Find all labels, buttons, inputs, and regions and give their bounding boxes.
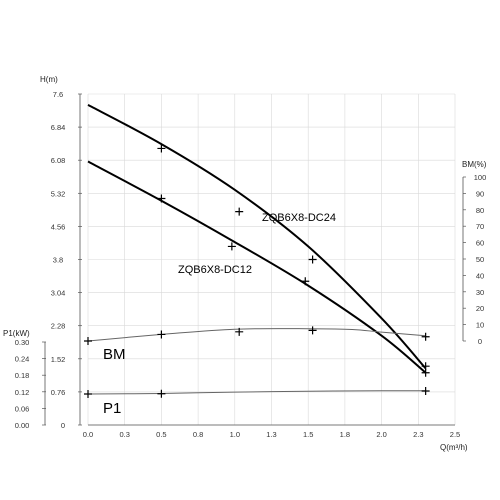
series-line-zqb6x8-dc24	[87, 104, 427, 370]
data-point-p1	[157, 389, 166, 398]
bm-tick-label: 90	[476, 189, 484, 198]
data-point-p1	[421, 386, 430, 395]
h-tick-label: 4.56	[51, 222, 66, 231]
p1-tick-label: 0.24	[15, 355, 30, 364]
series-label-dc24: ZQB6X8-DC24	[262, 212, 336, 224]
data-point-bm	[308, 326, 317, 335]
series-label-dc12: ZQB6X8-DC12	[178, 264, 252, 276]
bm-tick-label: 30	[476, 288, 484, 297]
bm-tick-label: 50	[476, 255, 484, 264]
h-tick-label: 3.8	[53, 256, 63, 265]
chart-axes	[42, 93, 466, 426]
series-label-bm: BM	[103, 346, 126, 363]
h-tick-label: 3.04	[51, 289, 66, 298]
h-tick-label: 0.76	[51, 388, 66, 397]
x-tick-label: 0.0	[83, 430, 93, 439]
x-tick-label: 1.0	[230, 430, 240, 439]
p1-tick-label: 0.30	[15, 338, 30, 347]
bm-axis-label: BM(%)	[462, 160, 487, 169]
data-point-zqb6x8-dc12	[421, 368, 430, 377]
h-tick-label: 6.84	[51, 123, 66, 132]
h-tick-label: 0	[61, 421, 65, 430]
x-tick-label: 0.3	[119, 430, 129, 439]
data-point-bm	[421, 332, 430, 341]
x-tick-label: 2.5	[450, 430, 460, 439]
bm-tick-label: 80	[476, 206, 484, 215]
chart-markers	[84, 144, 430, 399]
p1-tick-label: 0.12	[15, 388, 30, 397]
data-point-zqb6x8-dc12	[301, 277, 310, 286]
x-tick-label: 1.5	[303, 430, 313, 439]
x-tick-label: 1.3	[266, 430, 276, 439]
series-line-zqb6x8-dc12	[87, 160, 427, 374]
x-tick-label: 0.5	[156, 430, 166, 439]
x-tick-label: 0.8	[193, 430, 203, 439]
x-tick-label: 1.8	[340, 430, 350, 439]
p1-tick-label: 0.18	[15, 371, 30, 380]
h-axis-label: H(m)	[40, 75, 58, 84]
data-point-zqb6x8-dc24	[308, 255, 317, 264]
p1-tick-label: 0.06	[15, 404, 30, 413]
data-point-zqb6x8-dc24	[157, 144, 166, 153]
h-tick-label: 5.32	[51, 189, 66, 198]
data-point-zqb6x8-dc12	[227, 242, 236, 251]
bm-tick-label: 0	[478, 337, 482, 346]
bm-tick-label: 20	[476, 304, 484, 313]
data-point-p1	[84, 390, 92, 399]
x-tick-label: 2.0	[376, 430, 386, 439]
chart-grid	[87, 93, 456, 426]
chart-ticks: 0.0 0.3 0.5 0.8 1.0 1.3 1.5 1.8 2.0 2.3 2.5 0.76 1.5…	[15, 90, 487, 439]
chart-series	[87, 104, 427, 395]
bm-tick-label: 10	[476, 321, 484, 330]
bm-tick-label: 40	[476, 271, 484, 280]
p1-axis-label: P1(kW)	[3, 329, 30, 338]
q-axis-label: Q(m³/h)	[440, 443, 468, 452]
data-point-zqb6x8-dc24	[235, 207, 244, 216]
p1-tick-label: 0.00	[15, 421, 30, 430]
h-tick-label: 7.6	[53, 90, 63, 99]
data-point-bm	[157, 330, 166, 339]
x-tick-label: 2.3	[413, 430, 423, 439]
bm-tick-label: 60	[476, 239, 484, 248]
series-line-p1	[87, 390, 426, 395]
h-tick-label: 1.52	[51, 355, 66, 364]
bm-tick-label: 100	[474, 173, 487, 182]
series-label-p1: P1	[103, 400, 121, 417]
data-point-bm	[84, 337, 92, 345]
data-point-zqb6x8-dc12	[157, 194, 166, 203]
data-point-bm	[235, 327, 244, 336]
h-tick-label: 6.08	[51, 156, 66, 165]
h-tick-label: 2.28	[51, 322, 66, 331]
bm-tick-label: 70	[476, 222, 484, 231]
